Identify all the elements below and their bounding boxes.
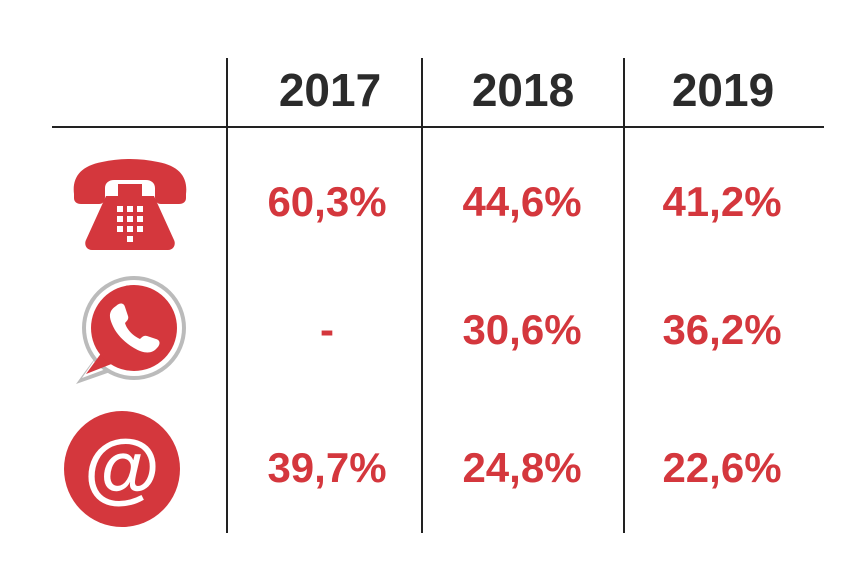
- column-header-2017: 2017: [278, 64, 382, 116]
- column-header-2018: 2018: [471, 64, 575, 116]
- cell-phone-2018: 44,6%: [462, 178, 582, 225]
- cell-whatsapp-2017: -: [320, 306, 334, 353]
- column-divider: [226, 58, 228, 533]
- header-divider: [52, 126, 824, 128]
- telephone-icon: [70, 152, 190, 254]
- cell-email-2017: 39,7%: [267, 444, 387, 491]
- column-divider: [421, 58, 423, 533]
- whatsapp-icon: [70, 272, 190, 388]
- cell-email-2018: 24,8%: [462, 444, 582, 491]
- column-divider: [623, 58, 625, 533]
- cell-email-2019: 22,6%: [662, 444, 782, 491]
- svg-text:@: @: [84, 423, 160, 511]
- cell-whatsapp-2019: 36,2%: [662, 306, 782, 353]
- cell-phone-2017: 60,3%: [267, 178, 387, 225]
- cell-phone-2019: 41,2%: [662, 178, 782, 225]
- cell-whatsapp-2018: 30,6%: [462, 306, 582, 353]
- at-sign-icon: @: [63, 410, 181, 528]
- column-header-2019: 2019: [671, 64, 775, 116]
